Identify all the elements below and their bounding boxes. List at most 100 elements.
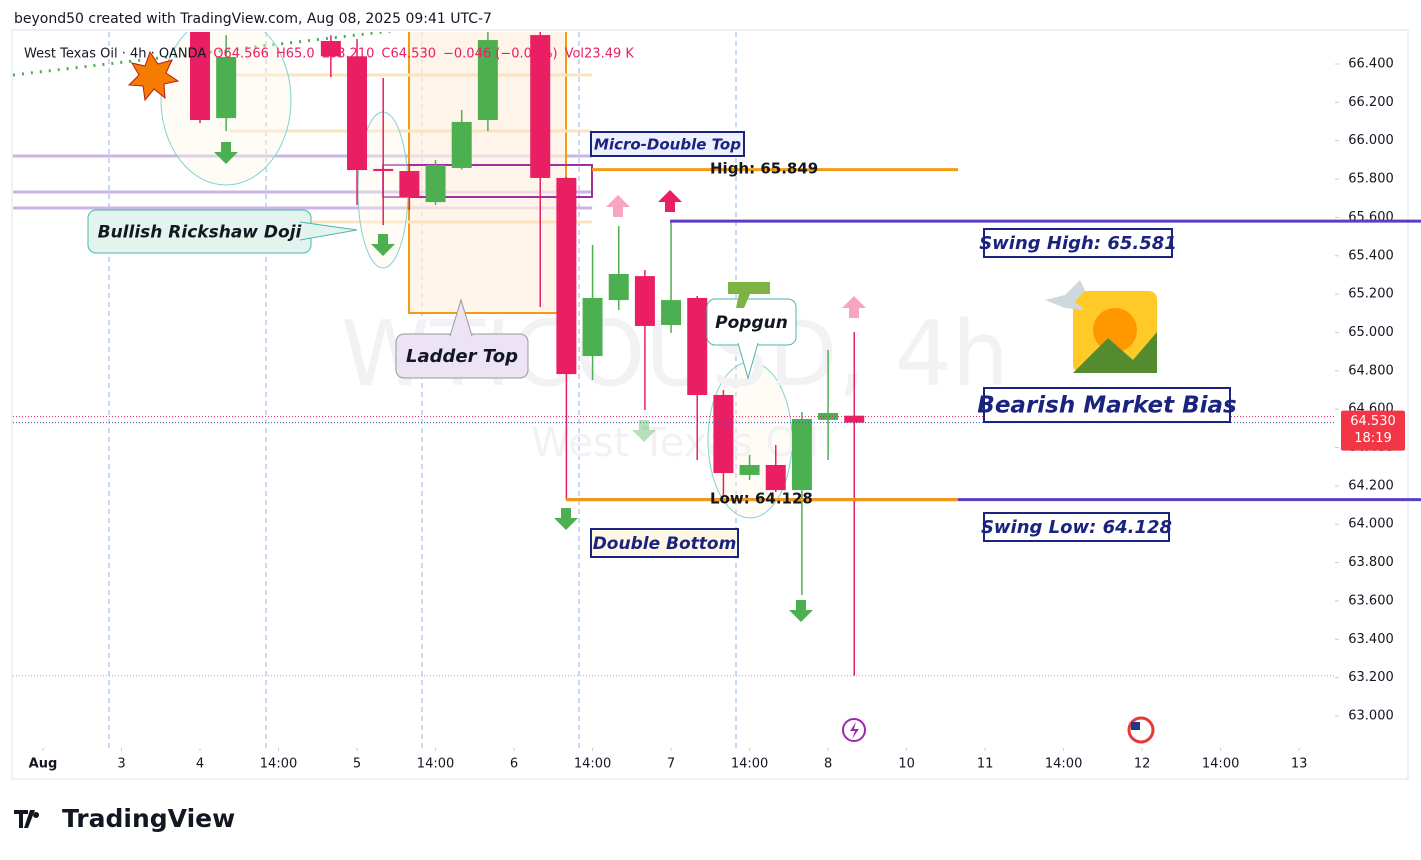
trend-dots [13, 32, 396, 77]
x-tick-label: 14:00 [574, 757, 611, 772]
annotation: Swing Low: 64.128 [981, 517, 1172, 538]
candle-body [373, 168, 394, 172]
y-tick-label: 66.400 [1348, 57, 1394, 72]
x-tick-label: 14:00 [260, 757, 297, 772]
candles [190, 32, 865, 676]
icon-sun [1093, 308, 1137, 352]
signal-arrow [371, 234, 395, 256]
signal-arrow [632, 420, 656, 442]
logo [14, 810, 40, 828]
candle-body [399, 171, 420, 198]
y-tick-label: 63.200 [1348, 670, 1394, 685]
candle-body [687, 297, 708, 395]
watermark: West Texas Oil [531, 420, 819, 466]
annotation-box [983, 512, 1170, 542]
footer: TradingView [62, 804, 235, 833]
candle-body [425, 165, 446, 203]
annotation: Ladder Top [406, 346, 518, 367]
candle-body [765, 464, 786, 491]
x-tick-label: 5 [353, 757, 361, 772]
signal-arrow [789, 600, 813, 622]
x-tick-label: 4 [196, 757, 204, 772]
icon-burst [127, 50, 180, 102]
legend-item: L63.210 [322, 47, 375, 62]
annotation-box [983, 387, 1231, 423]
annotation: Swing High: 65.581 [979, 233, 1177, 254]
y-tick-label: 66.000 [1348, 133, 1394, 148]
candle-body [477, 40, 498, 121]
x-tick-label: 14:00 [1045, 757, 1082, 772]
signal-arrow [606, 195, 630, 217]
y-tick-label: 64.200 [1348, 478, 1394, 493]
x-tick-label: 3 [117, 757, 125, 772]
y-tick-label: 65.600 [1348, 210, 1394, 225]
header: beyond50 created with TradingView.com, A… [14, 11, 492, 27]
icon-hills [1073, 332, 1157, 373]
annotation: Bearish Market Bias [977, 393, 1236, 419]
price-box [1341, 410, 1405, 451]
legend-item: −0.046 (−0.07%) [443, 47, 558, 62]
signal-arrow [842, 296, 866, 318]
annotation-box [983, 228, 1173, 258]
candle-body [216, 56, 237, 119]
candle-body [608, 273, 629, 301]
x-tick-label: 13 [1291, 757, 1308, 772]
signal-arrow [554, 508, 578, 530]
y-tick-label: 66.200 [1348, 95, 1394, 110]
x-tick-label: 14:00 [417, 757, 454, 772]
annotation: Popgun [715, 313, 788, 333]
y-tick-label: 64.000 [1348, 517, 1394, 532]
x-tick-label: Aug [29, 757, 58, 772]
annotation: High: 65.849 [710, 160, 818, 178]
candle-body [320, 41, 341, 57]
candle-body [582, 297, 603, 357]
y-tick-label: 65.000 [1348, 325, 1394, 340]
y-tick-label: 63.800 [1348, 555, 1394, 570]
candle-body [190, 32, 211, 121]
candle-body [347, 56, 368, 171]
price-label: 64.530 [1350, 414, 1396, 429]
legend-item: Vol23.49 K [565, 47, 635, 62]
x-tick-label: 6 [510, 757, 518, 772]
candle-body [791, 418, 812, 491]
x-tick-label: 8 [824, 757, 832, 772]
y-tick-label: 63.400 [1348, 632, 1394, 647]
x-tick-label: 11 [977, 757, 994, 772]
icon-dove [1045, 280, 1085, 310]
annotation: Low: 64.128 [710, 490, 813, 508]
candle-body [661, 300, 682, 325]
countdown: 18:19 [1354, 431, 1391, 446]
x-tick-label: 7 [667, 757, 675, 772]
candle-body [818, 413, 839, 420]
y-tick-label: 63.000 [1348, 708, 1394, 723]
annotation-pointer [299, 221, 358, 241]
icon-bolt [850, 722, 859, 739]
signal-arrow [214, 142, 238, 164]
y-tick-label: 63.600 [1348, 593, 1394, 608]
y-tick-label: 65.400 [1348, 248, 1394, 263]
annotation-pointer [737, 342, 759, 380]
y-tick-label: 64.800 [1348, 363, 1394, 378]
candle-body [634, 276, 655, 326]
signal-arrow [658, 190, 682, 212]
icon-gun [728, 282, 770, 308]
icon-event [842, 718, 866, 742]
candle-body [556, 177, 577, 375]
y-tick-label: 65.800 [1348, 172, 1394, 187]
x-tick-label: 14:00 [731, 757, 768, 772]
candle-body [739, 464, 760, 475]
legend-item: H65.0 [276, 47, 315, 62]
annotation: Double Bottom [593, 534, 737, 554]
candle-body [713, 394, 734, 474]
frame [11, 29, 1409, 780]
legend-item: O64.566 [213, 47, 269, 62]
legend-item: West Texas Oil · 4h · OANDA [24, 47, 206, 62]
candle-body [451, 121, 472, 168]
annotation: Micro-Double Top [594, 136, 741, 154]
overlay: 63.000 63.200 63.400 63.600 63.800 64.000 64.2… [13, 47, 1421, 772]
legend-item: C64.530 [381, 47, 436, 62]
annotation: Bullish Rickshaw Doji [98, 223, 303, 243]
candle-body [530, 35, 551, 178]
x-tick-label: 10 [898, 757, 915, 772]
